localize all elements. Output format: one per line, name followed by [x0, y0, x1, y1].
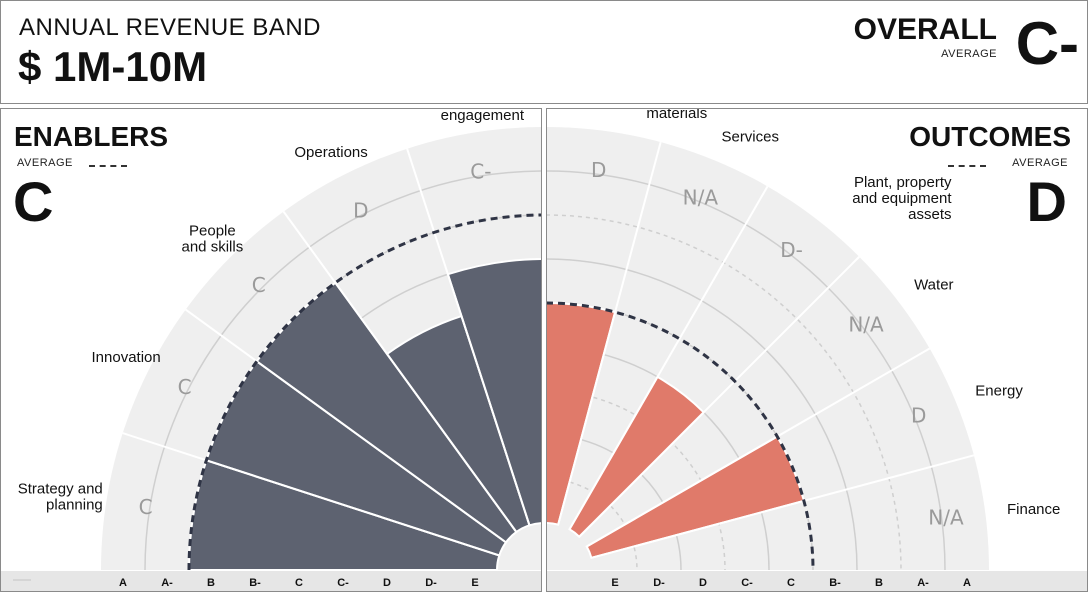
outcomes-axis-tick: B [875, 577, 883, 589]
enablers-axis-tick: D [383, 577, 391, 589]
outcomes-band-grade: D- [780, 238, 803, 262]
outcomes-axis-tick: B- [829, 577, 841, 589]
outcomes-category-label: Water [914, 276, 953, 293]
outcomes-average-line [547, 301, 815, 571]
enablers-axis-tick: C [295, 577, 303, 589]
overall-label: OVERALL [853, 13, 997, 46]
enablers-axis-tick: A- [161, 577, 173, 589]
enablers-band-grade: C [139, 495, 153, 519]
outcomes-axis-tick: C [787, 577, 795, 589]
outcomes-title: OUTCOMES [909, 121, 1071, 152]
enablers-average-dash-legend [89, 165, 127, 167]
enablers-average-line [187, 213, 541, 571]
enablers-bar [446, 258, 541, 527]
enablers-category-label: People [189, 222, 236, 239]
outcomes-category-label: Services [721, 129, 779, 146]
outcomes-axis-tick: D- [653, 577, 665, 589]
enablers-axis-tick: C- [337, 577, 349, 589]
enablers-category-label: Strategy and [18, 481, 103, 498]
outcomes-average-grade: D [1026, 170, 1067, 233]
enablers-band-grade: C [178, 375, 192, 399]
outcomes-axis-tick: E [611, 577, 618, 589]
enablers-title: ENABLERS [14, 121, 169, 152]
outcomes-category-label: Plant, property [854, 174, 952, 191]
outcomes-category-label: assets [908, 206, 951, 223]
outcomes-category-label: Energy [975, 383, 1023, 400]
outcomes-axis-tick: C- [741, 577, 753, 589]
enablers-axis-tick: D- [425, 577, 437, 589]
outcomes-sector-divider [586, 347, 931, 548]
enablers-sector-divider [185, 308, 507, 544]
enablers-grid-ring [144, 170, 541, 571]
outcomes-grid-ring [547, 214, 902, 571]
outcomes-chart-panel: OUTCOMES AVERAGE D DProducts andmaterial… [546, 108, 1088, 592]
revenue-header: ANNUAL REVENUE BAND $ 1M-10M OVERALL AVE… [0, 0, 1088, 104]
enablers-average-grade: C [13, 170, 54, 233]
outcomes-sector-divider [557, 141, 662, 525]
revenue-band-value: $ 1M-10M [18, 43, 208, 90]
outcomes-axis-tick: D [699, 577, 707, 589]
enablers-sector-divider [282, 211, 518, 533]
enablers-sector-divider [122, 432, 500, 557]
revenue-band-label: ANNUAL REVENUE BAND [19, 14, 322, 41]
outcomes-category-label: materials [646, 109, 707, 122]
outcomes-axis-tick: A [963, 577, 971, 589]
enablers-category-label: Innovation [92, 349, 161, 366]
enablers-category-label: and skills [182, 238, 244, 255]
enablers-band-grade: C- [470, 160, 491, 184]
enablers-band-grade: C [252, 273, 266, 297]
outcomes-axis-bar [547, 571, 1087, 591]
enablers-axis-tick: B- [249, 577, 261, 589]
enablers-axis-bar [1, 571, 541, 591]
outcomes-axis-tick: A- [917, 577, 929, 589]
enablers-category-label: planning [46, 497, 103, 514]
enablers-sector-divider [406, 148, 531, 526]
outcomes-average-label: AVERAGE [1012, 157, 1068, 169]
enablers-axis-tick: B [207, 577, 215, 589]
enablers-axis-tick: E [471, 577, 478, 589]
enablers-axis-tick: A [119, 577, 127, 589]
enablers-chart-panel: ENABLERS AVERAGE C C Strategy and planning… [0, 108, 542, 592]
enablers-average-label: AVERAGE [17, 157, 73, 169]
outcomes-sector-divider [578, 256, 860, 538]
outcomes-category-label: Finance [1007, 501, 1060, 518]
outcomes-grid-ring [547, 390, 726, 571]
overall-average-label: AVERAGE [941, 48, 997, 60]
outcomes-band-grade: N/A [928, 505, 964, 529]
outcomes-category-label: and equipment [852, 190, 952, 207]
outcomes-average-dash-legend [948, 165, 986, 167]
enablers-band-grade: D [353, 199, 368, 223]
enablers-category-label: engagement [441, 109, 525, 124]
outcomes-band-grade: N/A [848, 312, 884, 336]
outcomes-band-grade: N/A [683, 185, 719, 209]
outcomes-band-grade: D [911, 404, 926, 428]
enablers-category-label: Operations [294, 144, 367, 161]
outcomes-sector-divider [591, 454, 975, 559]
outcomes-sector-divider [568, 185, 769, 530]
outcomes-polar-chart: DProducts andmaterialsN/AServicesD-Plant… [547, 109, 1087, 591]
overall-grade: C- [1015, 10, 1079, 77]
outcomes-band-grade: D [591, 158, 606, 182]
